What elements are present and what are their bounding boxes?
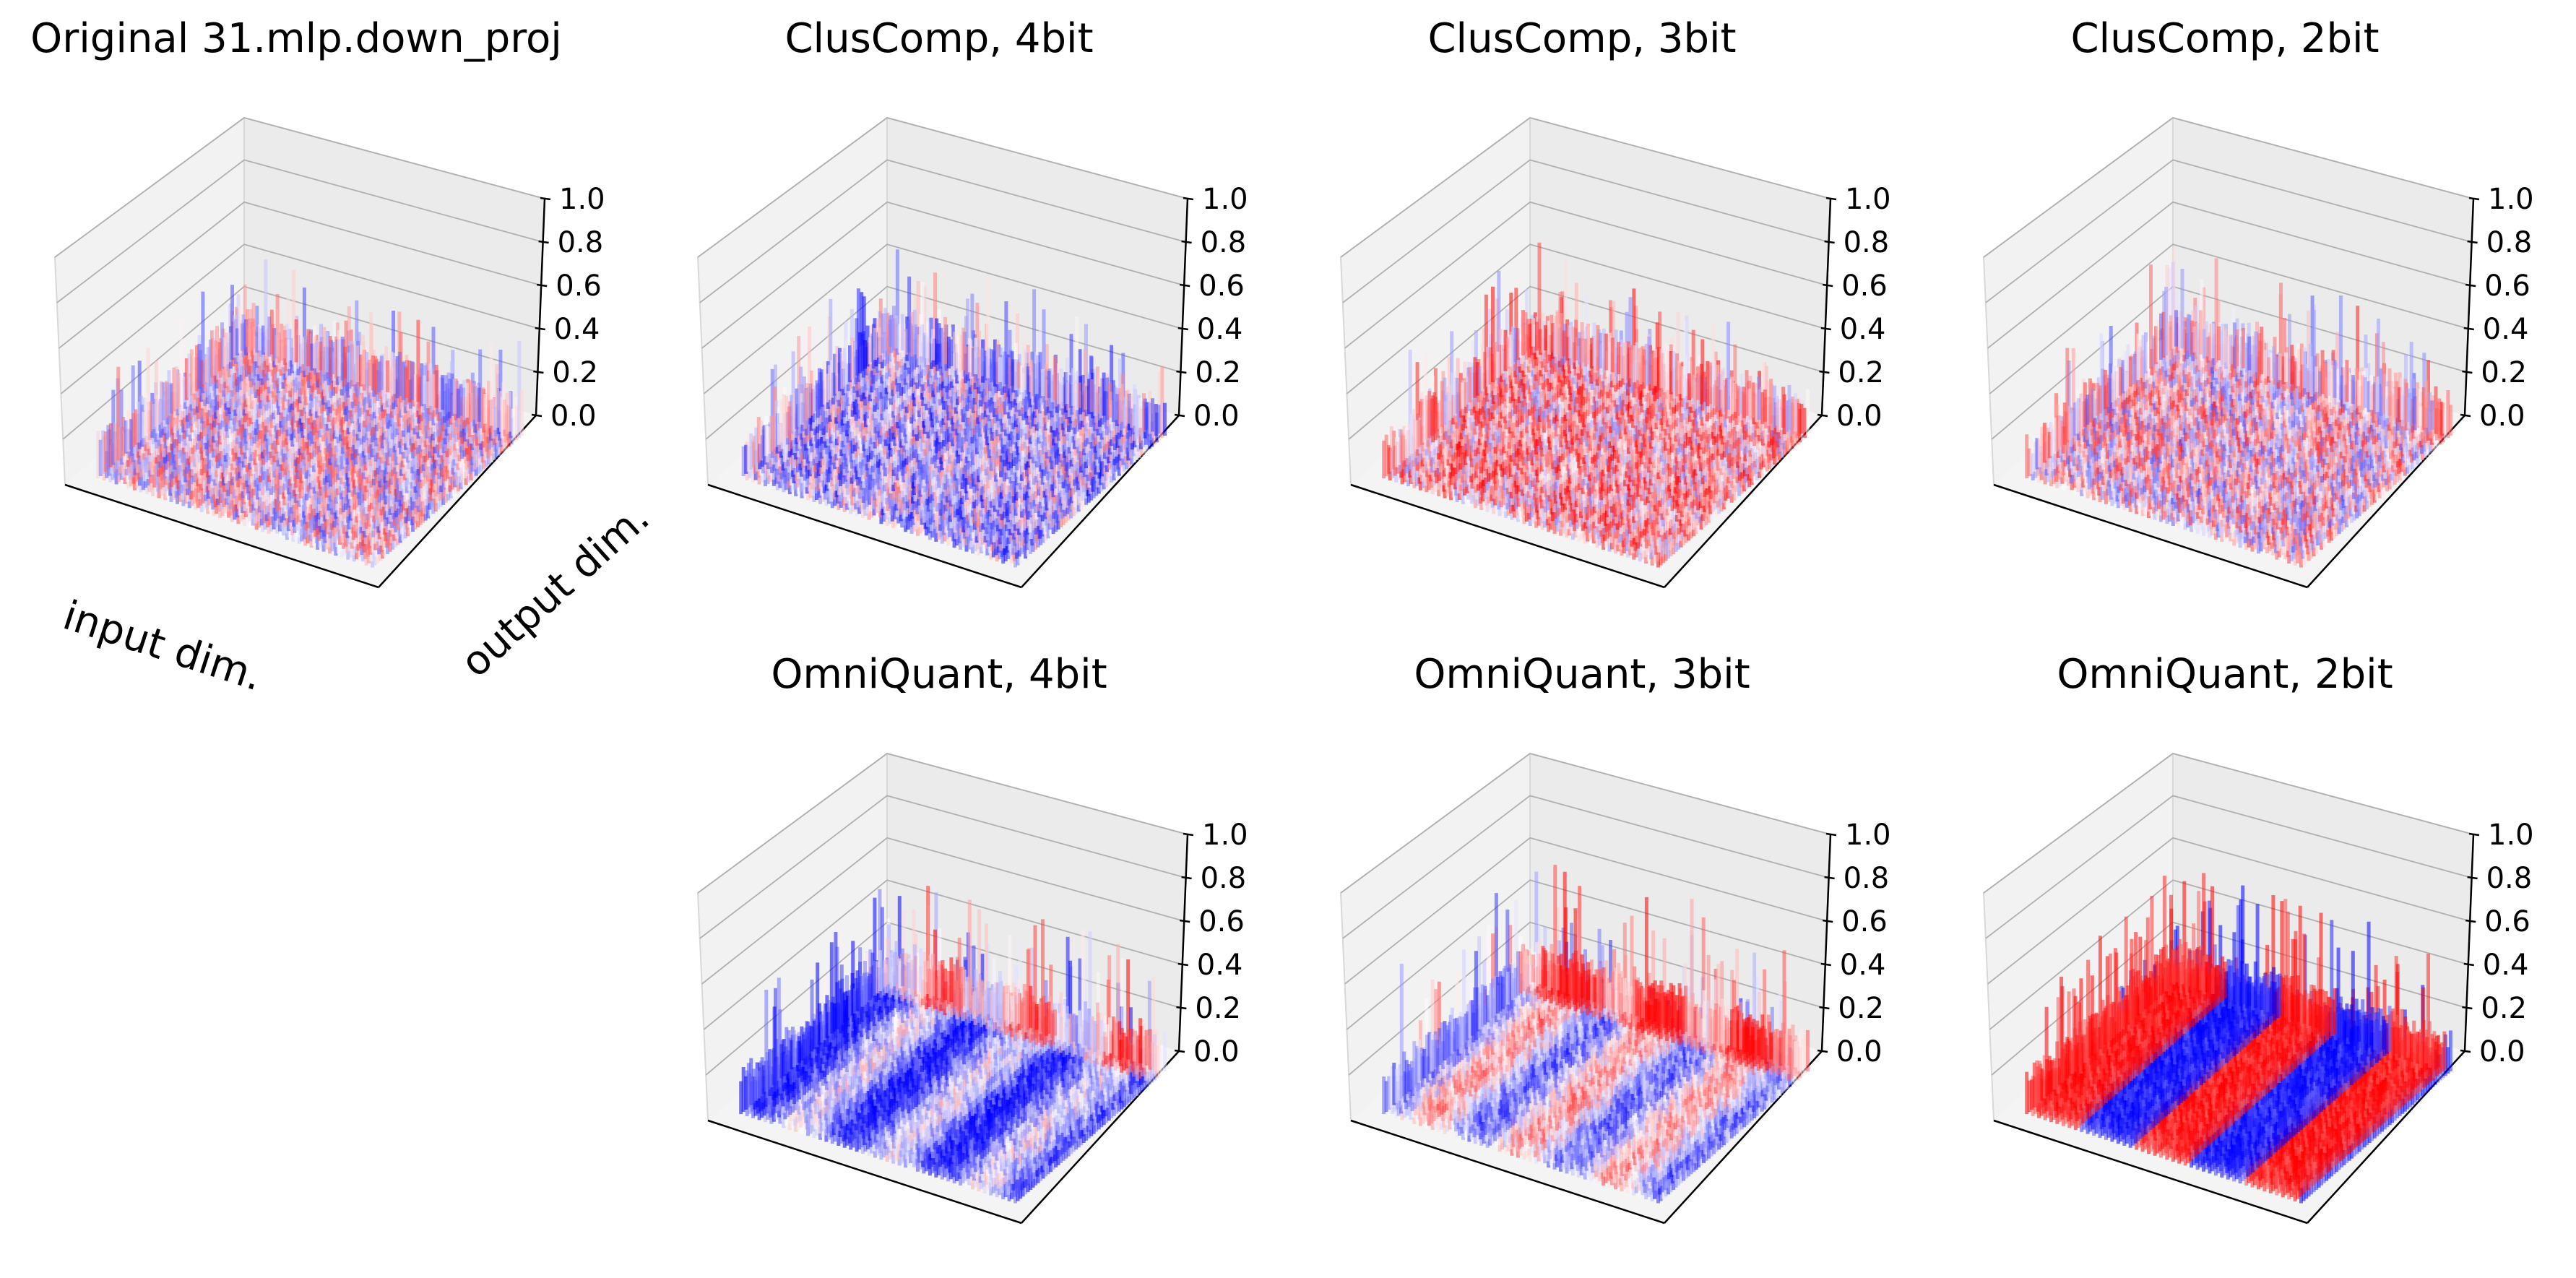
z-tick-label: 1.0 bbox=[1202, 183, 1248, 216]
z-tick-label: 0.4 bbox=[1197, 313, 1243, 346]
x-axis-line bbox=[64, 483, 379, 589]
z-tick-label: 0.2 bbox=[552, 356, 598, 389]
grid-line bbox=[699, 159, 1186, 303]
z-tick-label: 0.8 bbox=[558, 226, 604, 259]
back-pane bbox=[698, 118, 887, 485]
grid-line bbox=[56, 159, 543, 303]
panel-title: Original 31.mlp.down_proj bbox=[30, 15, 562, 62]
z-tick bbox=[540, 197, 551, 201]
chart-panel-1: 0.0 0.2 0.4 0.6 0.8 1.0 Original 31.mlp.down_p… bbox=[30, 15, 658, 700]
x-axis-line bbox=[707, 483, 1022, 589]
z-tick bbox=[1180, 283, 1190, 288]
z-tick bbox=[1177, 327, 1188, 331]
y-axis-label: output dim. bbox=[452, 494, 659, 686]
z-tick-label: 0.4 bbox=[554, 313, 600, 346]
z-tick-label: 0.0 bbox=[1193, 400, 1240, 433]
z-tick-label: 0.0 bbox=[550, 400, 597, 433]
z-tick bbox=[1181, 240, 1192, 244]
surface bbox=[739, 249, 1167, 568]
x-axis-label: input dim. bbox=[58, 592, 268, 700]
grid-line bbox=[703, 243, 1183, 394]
grid-line bbox=[697, 117, 1188, 258]
z-tick bbox=[537, 283, 548, 288]
z-tick-label: 0.2 bbox=[1195, 356, 1241, 389]
grid-line bbox=[54, 117, 545, 258]
grid-line bbox=[705, 285, 1181, 440]
back-pane bbox=[55, 118, 244, 485]
z-tick bbox=[531, 413, 543, 418]
z-tick bbox=[535, 327, 545, 331]
z-tick bbox=[533, 370, 544, 374]
surface bbox=[96, 259, 524, 568]
grid-line bbox=[59, 201, 542, 349]
z-axis-line bbox=[1177, 198, 1189, 416]
z-tick bbox=[1174, 413, 1185, 418]
z-tick-label: 0.6 bbox=[1198, 269, 1245, 303]
grid-line bbox=[60, 243, 540, 394]
z-tick bbox=[538, 240, 549, 244]
z-tick-label: 0.8 bbox=[1201, 226, 1247, 259]
z-tick bbox=[1176, 370, 1187, 374]
z-tick-label: 0.6 bbox=[556, 269, 602, 303]
z-axis-line bbox=[535, 198, 546, 416]
z-tick bbox=[1183, 197, 1194, 201]
grid-line bbox=[701, 201, 1185, 349]
z-tick-label: 1.0 bbox=[559, 183, 605, 216]
